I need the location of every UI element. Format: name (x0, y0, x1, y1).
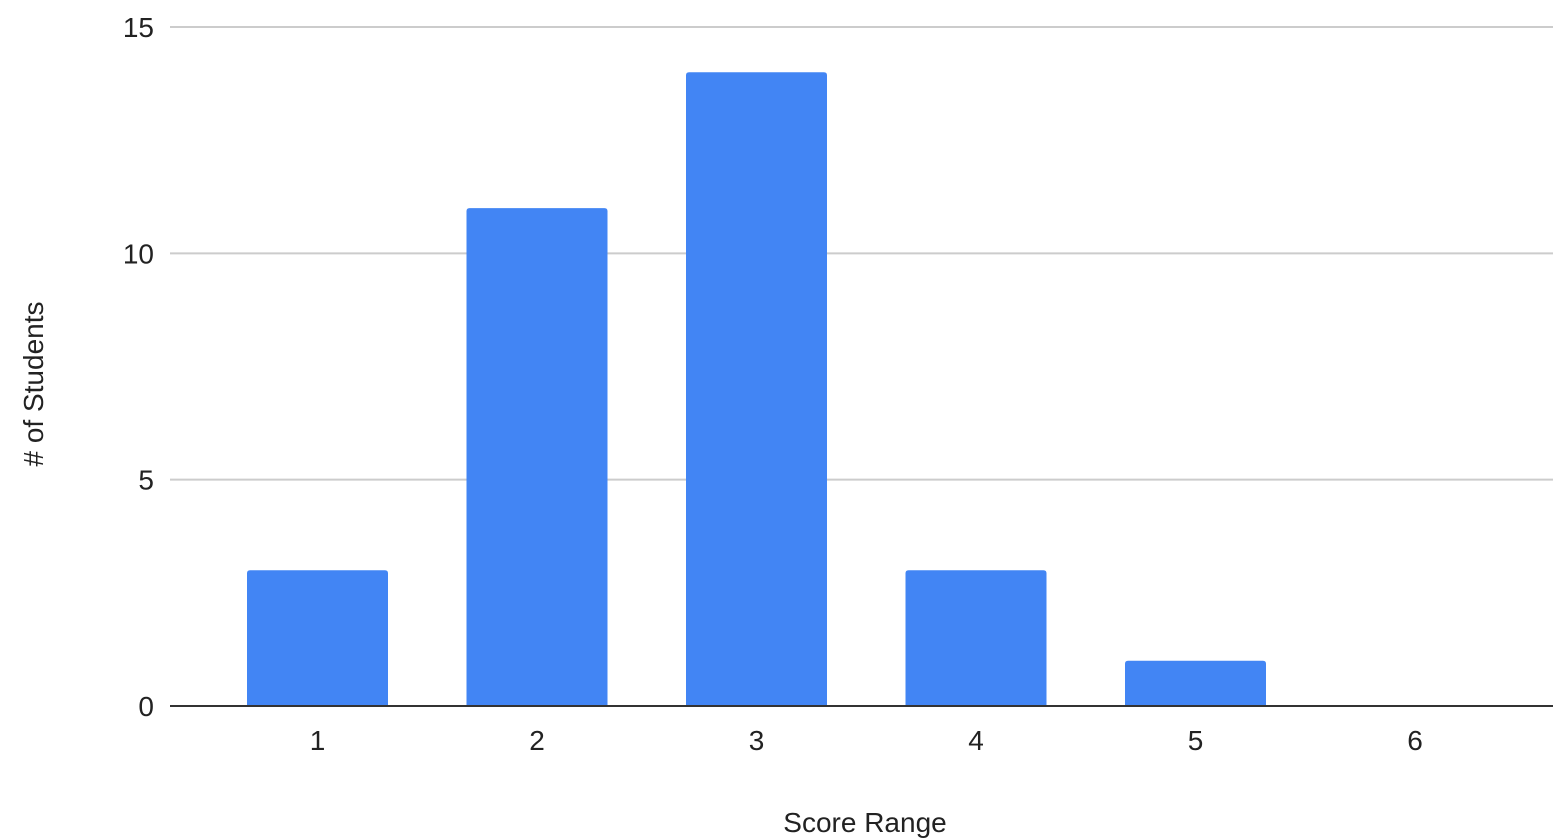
y-tick-label: 5 (138, 465, 154, 496)
gridlines (170, 26, 1553, 481)
bar-2 (466, 208, 608, 707)
x-tick-label: 2 (529, 725, 545, 756)
bars (247, 72, 1266, 707)
bar-1 (247, 570, 388, 706)
x-tick-label: 3 (749, 725, 765, 756)
x-axis-ticks: 1 2 3 4 5 6 (310, 725, 1423, 756)
x-tick-label: 4 (968, 725, 984, 756)
y-axis-ticks: 0 5 10 15 (123, 12, 154, 722)
y-tick-label: 0 (138, 691, 154, 722)
y-tick-label: 10 (123, 238, 154, 269)
bar-3 (686, 72, 827, 707)
bar-4 (905, 570, 1047, 706)
x-tick-label: 5 (1188, 725, 1204, 756)
bar-5 (1125, 660, 1266, 706)
y-axis-title: # of Students (18, 301, 49, 466)
x-axis-title: Score Range (783, 807, 946, 838)
y-tick-label: 15 (123, 12, 154, 43)
x-tick-label: 6 (1407, 725, 1423, 756)
x-tick-label: 1 (310, 725, 326, 756)
